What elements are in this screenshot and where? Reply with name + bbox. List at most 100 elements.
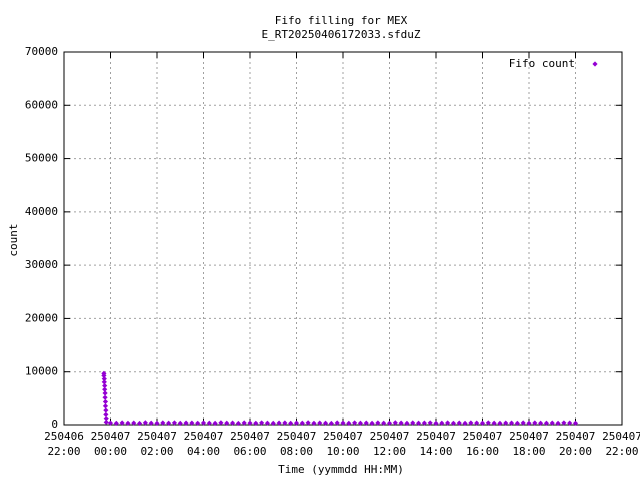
- x-axis-label: Time (yymmdd HH:MM): [278, 463, 404, 476]
- data-point: [119, 420, 125, 426]
- data-point: [456, 420, 462, 426]
- data-point: [166, 420, 172, 426]
- data-point: [293, 420, 300, 426]
- data-point: [142, 420, 148, 426]
- x-tick-label: 250407 14:00: [416, 430, 456, 458]
- data-point: [305, 420, 311, 426]
- data-point: [154, 420, 160, 426]
- data-point: [497, 420, 503, 426]
- data-point: [259, 420, 265, 426]
- data-point: [101, 376, 107, 382]
- data-point: [352, 420, 358, 426]
- data-point: [450, 420, 457, 426]
- data-point: [415, 420, 422, 426]
- data-point: [346, 420, 352, 426]
- data-point: [264, 420, 271, 426]
- data-point: [468, 420, 474, 426]
- x-tick-label: 250407 22:00: [602, 430, 640, 458]
- x-tick-label: 250407 12:00: [370, 430, 410, 458]
- data-point: [224, 420, 230, 426]
- data-point: [125, 420, 131, 426]
- y-tick-label: 30000: [25, 258, 58, 271]
- data-point: [381, 420, 387, 426]
- x-tick-label: 250407 16:00: [463, 430, 503, 458]
- data-point: [404, 420, 410, 427]
- data-point: [299, 420, 305, 426]
- data-point: [282, 420, 288, 426]
- data-point: [311, 420, 317, 426]
- y-tick-label: 60000: [25, 98, 58, 111]
- data-point: [102, 394, 108, 400]
- data-point: [445, 420, 451, 426]
- data-point: [247, 420, 253, 426]
- data-point: [148, 420, 154, 426]
- x-tick-label: 250407 18:00: [509, 430, 549, 458]
- data-point: [474, 420, 480, 426]
- data-point: [421, 420, 427, 426]
- x-tick-label: 250407 06:00: [230, 430, 270, 458]
- data-point: [520, 420, 526, 426]
- data-point: [357, 420, 364, 426]
- data-point: [102, 390, 108, 396]
- data-point: [317, 420, 323, 426]
- data-point: [136, 420, 143, 427]
- data-point: [485, 420, 491, 426]
- data-point: [479, 420, 486, 426]
- y-tick-label: 70000: [25, 45, 58, 58]
- data-point: [561, 420, 567, 426]
- data-point: [160, 420, 166, 426]
- legend-marker: [592, 61, 598, 67]
- data-point: [102, 403, 109, 409]
- y-tick-label: 0: [51, 418, 58, 431]
- data-point: [322, 420, 329, 426]
- y-tick-label: 40000: [25, 205, 58, 218]
- data-point: [183, 420, 189, 426]
- x-tick-label: 250407 02:00: [137, 430, 177, 458]
- data-point: [235, 420, 241, 427]
- x-tick-label: 250407 10:00: [323, 430, 363, 458]
- data-point: [103, 419, 109, 425]
- data-point: [491, 420, 497, 426]
- data-point: [538, 420, 544, 426]
- data-point: [102, 398, 109, 405]
- data-point: [503, 420, 509, 426]
- legend-label: Fifo count: [509, 57, 575, 70]
- data-point: [102, 386, 108, 392]
- data-point: [398, 420, 404, 426]
- data-point: [177, 420, 183, 427]
- data-point: [392, 420, 398, 426]
- data-point: [427, 420, 433, 426]
- data-point: [103, 416, 109, 422]
- data-point: [253, 420, 259, 426]
- x-tick-label: 250406 22:00: [44, 430, 84, 458]
- data-point: [433, 420, 439, 426]
- data-point: [107, 420, 114, 426]
- data-point: [526, 420, 532, 426]
- x-tick-label: 250407 08:00: [277, 430, 317, 458]
- y-tick-label: 20000: [25, 311, 58, 324]
- data-point: [229, 420, 236, 426]
- data-point: [113, 420, 119, 427]
- data-point: [288, 420, 294, 427]
- data-point: [369, 420, 375, 427]
- data-point: [555, 420, 561, 427]
- data-point: [195, 420, 201, 426]
- data-point: [206, 420, 212, 426]
- data-point: [218, 420, 224, 426]
- data-point: [200, 420, 207, 426]
- data-point: [171, 420, 178, 426]
- y-tick-label: 50000: [25, 152, 58, 165]
- data-point: [212, 420, 218, 427]
- data-point: [328, 420, 334, 427]
- data-point: [241, 420, 247, 426]
- data-point: [439, 420, 445, 426]
- data-point: [532, 420, 538, 426]
- data-point: [270, 420, 276, 426]
- data-point: [549, 420, 555, 426]
- data-point: [363, 420, 369, 426]
- x-tick-label: 250407 04:00: [184, 430, 224, 458]
- data-point: [375, 420, 381, 426]
- x-tick-label: 250407 00:00: [91, 430, 131, 458]
